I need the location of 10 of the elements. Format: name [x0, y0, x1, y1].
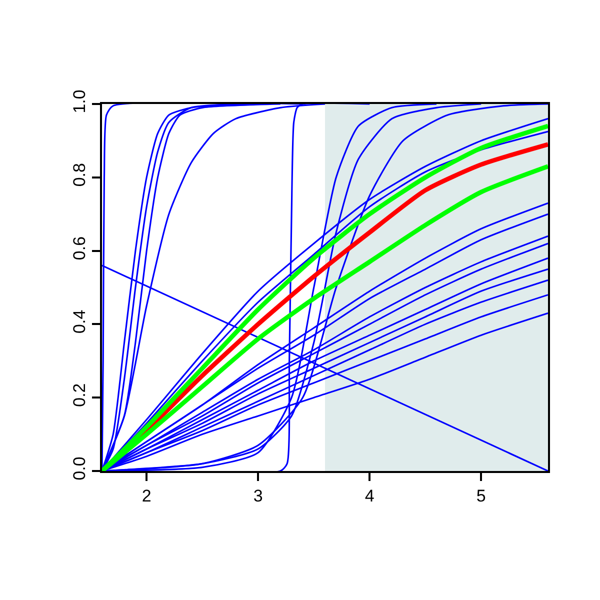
y-tick-label: 1.0	[70, 90, 90, 114]
y-tick-label: 0.8	[70, 163, 90, 187]
x-tick-label: 4	[364, 486, 374, 506]
y-tick-label: 0.4	[70, 310, 90, 334]
y-tick-label: 0.2	[70, 383, 90, 407]
y-tick-label: 0.0	[70, 456, 90, 480]
x-tick-label: 5	[476, 486, 486, 506]
y-tick-label: 0.6	[70, 236, 90, 260]
x-tick-label: 2	[142, 486, 152, 506]
x-tick-label: 3	[253, 486, 263, 506]
